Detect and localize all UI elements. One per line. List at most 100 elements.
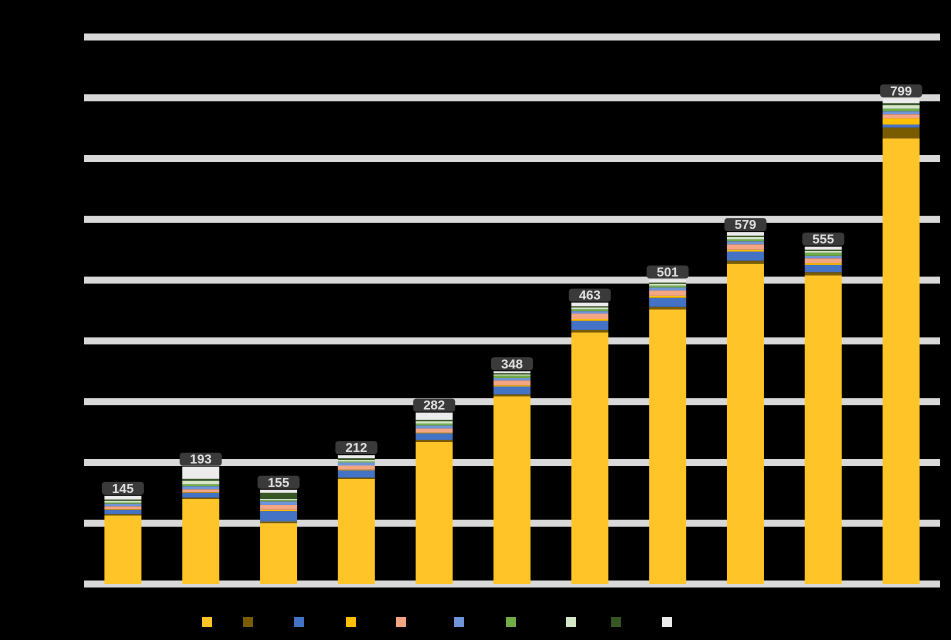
total-label: 212: [335, 440, 378, 455]
bar-segment-5-series-6: [415, 425, 453, 429]
bar-segment-11-series-8: [882, 105, 920, 109]
total-labels: 145 193 155 212 282 348 463 501 579 555 799: [101, 83, 923, 496]
legend-item: [396, 612, 406, 632]
legend-item: [202, 612, 212, 632]
total-label: 555: [802, 232, 845, 247]
bar-segment-7-series-10: [571, 302, 609, 307]
bar-segment-9-series-7: [726, 239, 764, 242]
total-label-box: [802, 232, 845, 246]
bar-segment-11-series-10: [882, 98, 920, 104]
bar-segment-4-series-3: [337, 470, 375, 478]
bar-segment-1-series-3: [104, 509, 142, 515]
bar-segment-6-series-6: [493, 377, 531, 381]
total-label: 282: [413, 398, 456, 413]
bar-segment-4-series-1: [337, 478, 375, 584]
bar-segment-3-series-2: [260, 521, 298, 524]
legend-swatch: [202, 617, 212, 627]
bar-segment-5-series-8: [415, 421, 453, 424]
total-label-text: 579: [735, 217, 757, 232]
bar-segment-2-series-2: [182, 497, 220, 499]
bar-segment-2-series-8: [182, 480, 220, 485]
total-label: 501: [646, 265, 689, 280]
bar-segment-2-series-10: [182, 466, 220, 479]
bar-segment-3-series-7: [260, 500, 298, 502]
bar-segment-8-series-8: [649, 283, 687, 286]
bar-segment-1-series-10: [104, 495, 142, 500]
legend-swatch: [346, 617, 356, 627]
bar-segment-9-series-4: [726, 249, 764, 252]
bar-segment-11-series-9: [882, 103, 920, 106]
bar-segment-7-series-7: [571, 309, 609, 312]
bar-segment-7-series-9: [571, 306, 609, 308]
bar-segment-9-series-9: [726, 235, 764, 237]
bar-segment-7-series-3: [571, 320, 609, 330]
bar-segment-10-series-3: [804, 264, 842, 273]
total-label-box: [257, 475, 300, 489]
bar-segment-11-series-5: [882, 114, 920, 119]
bar-segment-10-series-8: [804, 250, 842, 253]
bar-segment-11-series-2: [882, 127, 920, 139]
bar-segment-5-series-9: [415, 419, 453, 422]
bar-segment-11-series-6: [882, 111, 920, 115]
bar-segment-5-series-1: [415, 441, 453, 584]
total-label-box: [335, 441, 378, 455]
total-label-text: 212: [346, 440, 368, 455]
bar-segment-3-series-1: [260, 523, 298, 584]
legend-item: [662, 612, 672, 632]
bar-segment-8-series-6: [649, 287, 687, 291]
total-label-box: [179, 452, 222, 466]
bar-segment-10-series-9: [804, 249, 842, 251]
legend-item: [454, 612, 464, 632]
total-label-text: 282: [423, 398, 445, 413]
total-label: 145: [101, 481, 144, 496]
bar-segment-10-series-2: [804, 272, 842, 276]
total-label-text: 501: [657, 265, 679, 280]
total-label-text: 145: [112, 481, 134, 496]
bar-segment-8-series-3: [649, 297, 687, 307]
bar-segment-11-series-1: [882, 138, 920, 584]
legend-item: [611, 612, 621, 632]
legend-swatch: [566, 617, 576, 627]
total-label: 579: [724, 217, 767, 232]
legend: [0, 612, 951, 632]
bars: [104, 98, 920, 584]
bar-segment-2-series-4: [182, 492, 220, 493]
bar-segment-2-series-6: [182, 486, 220, 490]
bar-segment-5-series-4: [415, 432, 453, 434]
legend-swatch: [611, 617, 621, 627]
bar-segment-1-series-4: [104, 509, 142, 510]
bar-segment-2-series-9: [182, 478, 220, 481]
bar-segment-6-series-4: [493, 385, 531, 387]
total-label-box: [413, 398, 456, 412]
bar-segment-2-series-3: [182, 492, 220, 498]
total-label-box: [646, 265, 689, 279]
total-label-text: 799: [890, 83, 912, 98]
bar-segment-4-series-10: [337, 455, 375, 459]
bar-segment-4-series-4: [337, 469, 375, 471]
bar-segment-3-series-5: [260, 504, 298, 510]
bar-segment-1-series-5: [104, 506, 142, 510]
bar-segment-1-series-8: [104, 500, 142, 503]
bar-segment-8-series-9: [649, 282, 687, 284]
bar-segment-7-series-5: [571, 313, 609, 320]
total-label-text: 348: [501, 356, 523, 371]
bar-segment-7-series-2: [571, 329, 609, 333]
bar-segment-9-series-5: [726, 244, 764, 250]
total-label-text: 463: [579, 288, 601, 303]
legend-item: [243, 612, 253, 632]
bar-segment-4-series-8: [337, 460, 375, 462]
total-label-box: [880, 84, 923, 98]
bar-segment-9-series-3: [726, 251, 764, 261]
bar-segment-5-series-3: [415, 433, 453, 440]
total-label: 348: [491, 356, 533, 371]
bar-segment-9-series-1: [726, 263, 764, 584]
bar-segment-6-series-7: [493, 375, 531, 378]
bar-segment-7-series-4: [571, 319, 609, 321]
legend-item: [294, 612, 304, 632]
bar-segment-4-series-2: [337, 477, 375, 479]
bar-segment-3-series-3: [260, 511, 298, 522]
bar-segment-6-series-10: [493, 371, 531, 374]
bar-segment-4-series-7: [337, 461, 375, 463]
gridlines: [84, 33, 940, 588]
bar-segment-1-series-7: [104, 502, 142, 504]
